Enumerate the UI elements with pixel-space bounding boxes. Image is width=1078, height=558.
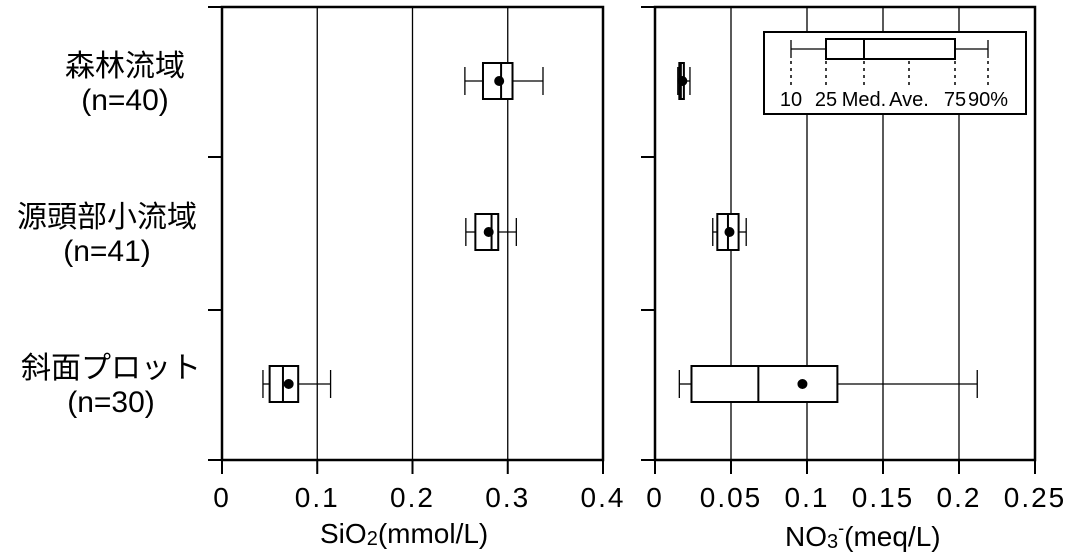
category-count: (n=41) [63,235,151,268]
box-plot [677,62,691,100]
x-tick-label: 0.05 [700,482,763,513]
x-tick-label: 0.4 [581,482,626,513]
x-tick-label: 0.25 [1004,482,1067,513]
x-axis-title-main: SiO [320,518,367,549]
sio2-panel: 0 0.1 0.2 0.3 0.4 [208,5,626,513]
legend-label: 90% [968,89,1008,111]
legend-box [825,38,956,60]
mean-dot [797,379,808,389]
x-tick-label: 0.3 [485,482,530,513]
x-tick-label: 0.2 [937,482,982,513]
category-label-headwater: 源頭部小流域 (n=41) [0,201,214,269]
x-tick-label: 0.2 [390,482,435,513]
legend: 10 25 Med. Ave. 75 90% [763,31,1027,115]
box-plot [262,365,332,403]
x-axis-title-unit: (mmol/L) [377,518,489,549]
x-axis-title-no3: NO3-(meq/L) [785,518,941,554]
x-axis-title-subscript: 2 [366,528,378,550]
x-axis-title-unit: (meq/L) [844,521,941,552]
legend-label: Ave. [889,89,929,111]
box-plot [464,62,544,100]
mean-dot [677,76,688,86]
box-plot [712,213,747,251]
box-plot [678,365,978,403]
category-name: 森林流域 [65,49,185,84]
iqr-box [690,365,839,403]
x-tick-label: 0 [646,482,664,513]
category-label-slope-plot: 斜面プロット (n=30) [4,352,218,420]
x-axis-title-superscript: - [838,518,845,538]
mean-dot [724,227,735,237]
box-plot [465,213,517,251]
legend-label: 75 [944,89,966,111]
mean-dot [283,379,294,389]
x-axis-title-sio2: SiO2(mmol/L) [320,518,488,551]
mean-dot [494,76,505,86]
category-name: 斜面プロット [21,351,201,386]
x-tick-label: 0.15 [852,482,915,513]
plot-frame [220,5,605,462]
legend-label: 25 [815,89,837,111]
category-name: 源頭部小流域 [17,200,197,235]
legend-frame [763,31,1027,115]
category-label-forest: 森林流域 (n=40) [40,50,210,118]
no3-panel: 0 0.05 0.1 0.15 0.2 0.25 [641,5,1067,513]
legend-label: 10 [780,89,802,111]
legend-label: Med. [842,89,886,111]
plot-frame [653,5,1037,462]
category-count: (n=30) [67,386,155,419]
mean-dot [483,227,494,237]
x-axis-title-subscript: 3 [827,531,839,553]
x-tick-label: 0.1 [785,482,830,513]
x-tick-label: 0.1 [295,482,340,513]
category-count: (n=40) [81,84,169,117]
x-tick-label: 0 [213,482,231,513]
x-axis-title-main: NO [785,521,827,552]
